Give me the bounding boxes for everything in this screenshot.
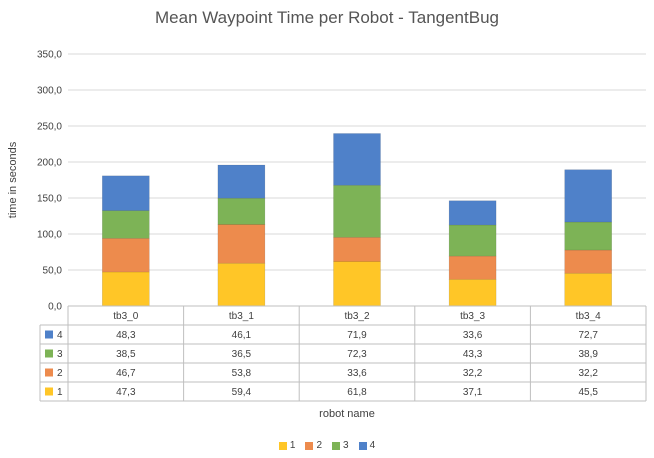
bar-segment-tb3_4-series-4	[564, 169, 613, 223]
legend-item: 3	[332, 440, 349, 451]
table-value-cell: 38,9	[578, 349, 598, 360]
table-value-cell: 38,5	[116, 349, 136, 360]
bar-segment-tb3_1-series-2	[217, 224, 266, 264]
table-value-cell: 47,3	[116, 387, 136, 398]
y-tick-label: 200,0	[37, 158, 62, 169]
table-value-cell: 45,5	[578, 387, 598, 398]
y-axis-title: time in seconds	[7, 141, 19, 218]
legend-swatch	[332, 441, 340, 450]
table-value-cell: 33,6	[347, 368, 367, 379]
bar-segment-tb3_2-series-2	[333, 237, 381, 262]
legend-item: 4	[358, 440, 376, 451]
table-value-cell: 53,8	[232, 368, 252, 379]
x-category-label: tb3_4	[576, 311, 601, 322]
table-value-cell: 59,4	[232, 387, 252, 398]
legend-swatch	[358, 441, 367, 450]
y-tick-label: 350,0	[37, 50, 62, 61]
chart-title: Mean Waypoint Time per Robot - TangentBu…	[155, 8, 499, 27]
bar-segment-tb3_1-series-3	[217, 197, 266, 225]
table-value-cell: 43,3	[463, 349, 483, 360]
table-series-name: 4	[57, 330, 63, 341]
bar-segment-tb3_2-series-3	[333, 184, 381, 238]
table-value-cell: 72,3	[347, 349, 367, 360]
table-value-cell: 37,1	[463, 387, 483, 398]
legend: 1 2 3 4	[0, 440, 654, 451]
legend-label: 3	[343, 440, 349, 451]
y-tick-label: 300,0	[37, 86, 62, 97]
bar-segment-tb3_1-series-4	[217, 164, 266, 199]
table-value-cell: 46,1	[232, 330, 252, 341]
bar-segment-tb3_4-series-1	[564, 272, 613, 307]
x-category-label: tb3_3	[460, 311, 485, 322]
x-category-label: tb3_1	[229, 311, 254, 322]
legend-swatch	[305, 441, 314, 450]
table-series-swatch	[45, 330, 53, 339]
y-tick-label: 0,0	[48, 302, 62, 313]
table-series-name: 3	[57, 349, 63, 360]
bar-segment-tb3_0-series-2	[102, 238, 150, 273]
table-value-cell: 32,2	[578, 368, 598, 379]
stacked-bar-chart: 0,0 50,0 100,0 150,0 200,0 250,0 300,0 350,0 tb3…	[7, 50, 647, 420]
legend-swatch	[278, 441, 287, 450]
table-value-cell: 32,2	[463, 368, 483, 379]
x-category-label: tb3_0	[113, 311, 138, 322]
bar-segment-tb3_0-series-4	[102, 175, 150, 211]
legend-label: 1	[289, 440, 296, 451]
bar-segment-tb3_0-series-3	[102, 210, 150, 239]
table-value-cell: 61,8	[347, 387, 367, 398]
y-tick-label: 150,0	[37, 194, 62, 205]
table-value-cell: 71,9	[347, 330, 367, 341]
legend-label: 4	[369, 440, 376, 451]
y-tick-label: 250,0	[37, 122, 62, 133]
legend-item: 1	[278, 440, 296, 451]
bar-segment-tb3_4-series-3	[564, 221, 613, 251]
table-series-name: 1	[57, 387, 63, 398]
table-value-cell: 36,5	[232, 349, 252, 360]
bar-segment-tb3_2-series-4	[333, 133, 381, 186]
bar-segment-tb3_3-series-2	[448, 255, 497, 280]
x-axis-title: robot name	[319, 408, 375, 420]
table-series-name: 2	[57, 368, 63, 379]
bar-segment-tb3_2-series-1	[333, 261, 381, 307]
legend-label: 2	[316, 440, 322, 451]
table-series-swatch	[45, 387, 53, 396]
legend-item: 2	[305, 440, 322, 451]
bar-segment-tb3_4-series-2	[564, 249, 613, 274]
table-value-cell: 46,7	[116, 368, 136, 379]
bar-segment-tb3_3-series-1	[448, 278, 497, 307]
table-value-cell: 72,7	[578, 330, 598, 341]
x-category-label: tb3_2	[344, 311, 369, 322]
bar-segment-tb3_3-series-4	[448, 200, 497, 226]
y-tick-label: 50,0	[43, 266, 63, 277]
y-tick-label: 100,0	[37, 230, 62, 241]
table-series-swatch	[45, 349, 53, 358]
bar-segment-tb3_3-series-3	[448, 224, 497, 257]
bar-segment-tb3_0-series-1	[102, 271, 150, 307]
bar-segment-tb3_1-series-1	[217, 262, 266, 307]
table-series-swatch	[45, 368, 53, 377]
table-value-cell: 48,3	[116, 330, 136, 341]
table-value-cell: 33,6	[463, 330, 483, 341]
